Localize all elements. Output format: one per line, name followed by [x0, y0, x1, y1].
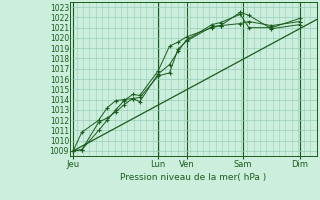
X-axis label: Pression niveau de la mer( hPa ): Pression niveau de la mer( hPa ): [120, 173, 267, 182]
